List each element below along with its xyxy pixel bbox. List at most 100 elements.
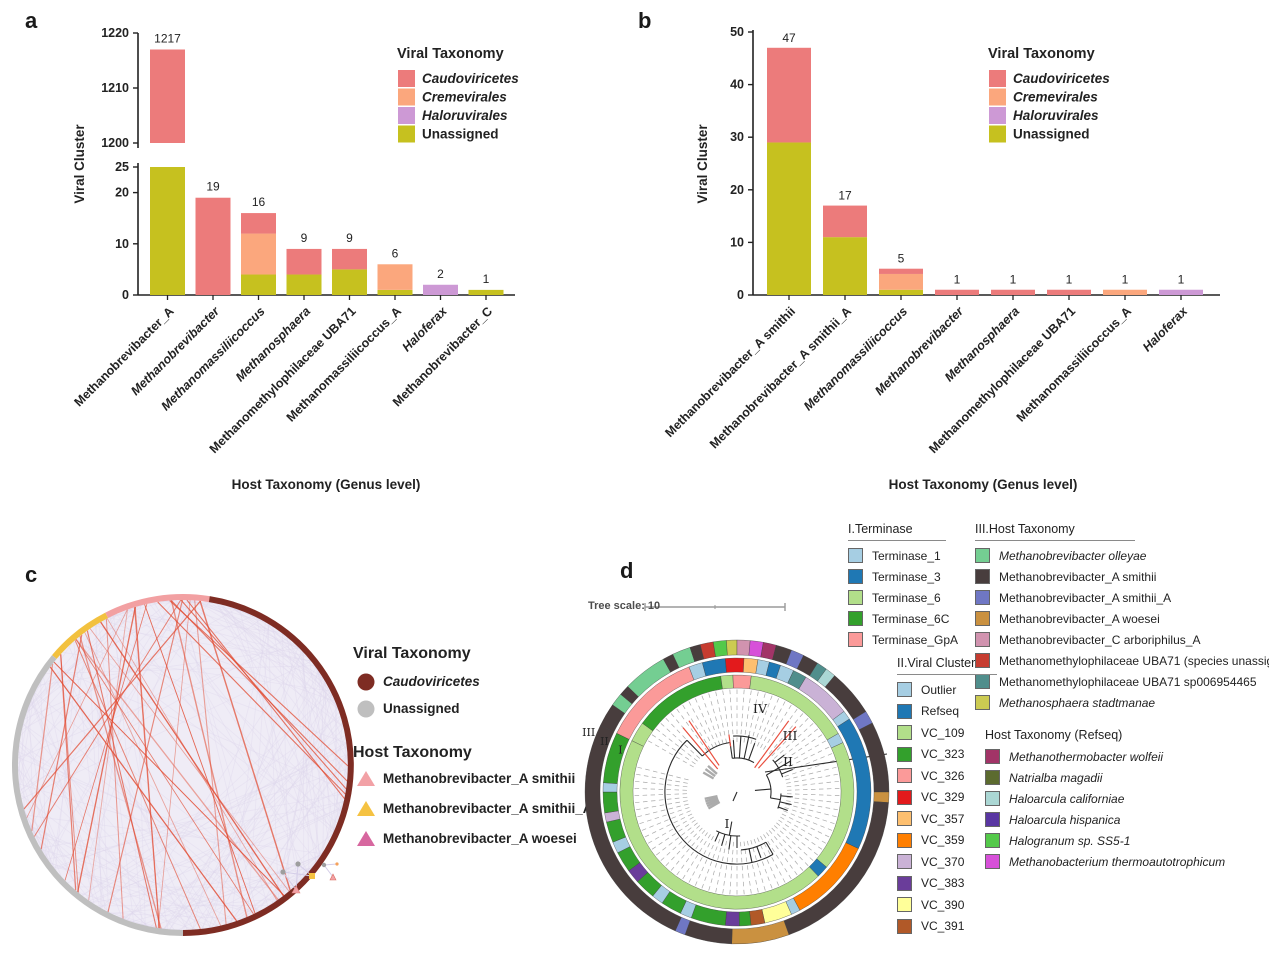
chord (52, 629, 89, 867)
ring-III-segment (873, 791, 890, 803)
leaf-tick (805, 762, 810, 765)
tree-branch (766, 767, 779, 776)
leaf-tick (763, 727, 767, 732)
leaf-tick (749, 698, 751, 703)
chord (109, 616, 169, 930)
leaf-tick (796, 820, 801, 824)
tree-scale-label: Tree scale: 10 (588, 600, 661, 612)
legend-item-label: Caudoviricetes (1013, 71, 1110, 86)
chord (229, 606, 320, 859)
leaf-tick (788, 748, 793, 752)
ring-II-segment (702, 658, 727, 677)
leaf-tick (720, 864, 722, 869)
leaf-tick (820, 825, 825, 828)
leaf-tick (778, 708, 782, 713)
chord (19, 740, 175, 931)
leaf-tick (723, 848, 726, 854)
legend-swatch (989, 70, 1006, 87)
network-disc (17, 599, 349, 931)
tree-node-label: IV (753, 701, 768, 716)
leaf-tick (678, 813, 684, 816)
legend-item-label: Unassigned (1013, 127, 1090, 142)
leaf-tick (722, 690, 724, 696)
leaf-tick (759, 708, 762, 714)
chord (162, 599, 175, 602)
legend-swatch (897, 875, 912, 891)
leaf-tick (661, 748, 667, 752)
leaf-tick (690, 830, 695, 835)
leaf-tick (676, 850, 681, 855)
leaf-tick (767, 876, 770, 881)
leaf-tick (821, 740, 826, 744)
leaf-tick (767, 841, 771, 846)
leaf-tick (686, 711, 690, 716)
chord (89, 800, 345, 902)
leaf-tick (798, 816, 803, 819)
leaf-tick (712, 725, 715, 731)
leaf-tick (701, 883, 704, 889)
legend-host-refseq-title: Host Taxonomy (Refseq) (985, 728, 1123, 742)
leaf-tick (636, 808, 641, 811)
leaf-tick (764, 710, 767, 716)
leaf-tick (800, 752, 806, 756)
tree-root (732, 791, 738, 802)
tree-branch (774, 754, 785, 763)
leaf-tick (785, 778, 790, 781)
chord (21, 713, 27, 730)
leaf-tick (655, 852, 661, 856)
leaf-tick (798, 833, 803, 837)
legend-item-label: Caudoviricetes (422, 71, 519, 86)
chord-red (107, 599, 183, 913)
chord-red (33, 599, 182, 837)
leaf-tick (651, 734, 656, 738)
leaf-tick (793, 850, 798, 855)
leaf-tick (682, 796, 688, 799)
bar-segment-caudoviricetes (1047, 289, 1091, 295)
clade-mark (705, 796, 719, 803)
chord (25, 813, 148, 927)
chord (169, 667, 317, 930)
leaf-tick (678, 841, 683, 845)
bar-segment-caudoviricetes (935, 289, 979, 295)
chord (28, 704, 34, 835)
leaf-tick (756, 742, 760, 747)
leaf-tick (757, 887, 759, 893)
chord (29, 825, 238, 922)
leaf-tick (675, 756, 680, 760)
leaf-tick (656, 822, 662, 825)
leaf-tick (770, 866, 773, 872)
chord-red (157, 601, 346, 795)
legend-swatch (848, 548, 863, 563)
chord (217, 603, 343, 810)
leaf-tick (830, 759, 835, 763)
chord (221, 604, 348, 751)
leaf-tick (646, 819, 652, 822)
leaf-tick (699, 857, 703, 862)
leaf-tick (812, 759, 818, 762)
legend-item-label: Methanosphaera stadtmanae (999, 695, 1156, 710)
legend-swatch (897, 832, 912, 848)
legend-item-label: Outlier (921, 682, 957, 697)
clade-mark (707, 765, 718, 775)
chord (256, 617, 299, 884)
inset-edge (282, 871, 297, 891)
legend-item-label: VC_326 (921, 768, 965, 783)
leaf-tick (744, 849, 747, 854)
ring-III-segment (712, 640, 728, 657)
legend-swatch (398, 70, 415, 87)
legend-row: VC_359 (897, 832, 1009, 848)
chord (58, 656, 188, 931)
leaf-tick (788, 735, 792, 740)
leaf-tick (703, 850, 707, 855)
leaf-tick (645, 768, 650, 771)
leaf-tick (775, 854, 779, 859)
legend-triangle (357, 831, 375, 846)
inset-edge (295, 863, 299, 891)
leaf-tick (805, 819, 810, 822)
bar-value-label: 1 (483, 272, 490, 286)
bar-segment-cremevirales (1103, 289, 1147, 295)
chord (235, 608, 267, 623)
leaf-tick (756, 837, 760, 842)
